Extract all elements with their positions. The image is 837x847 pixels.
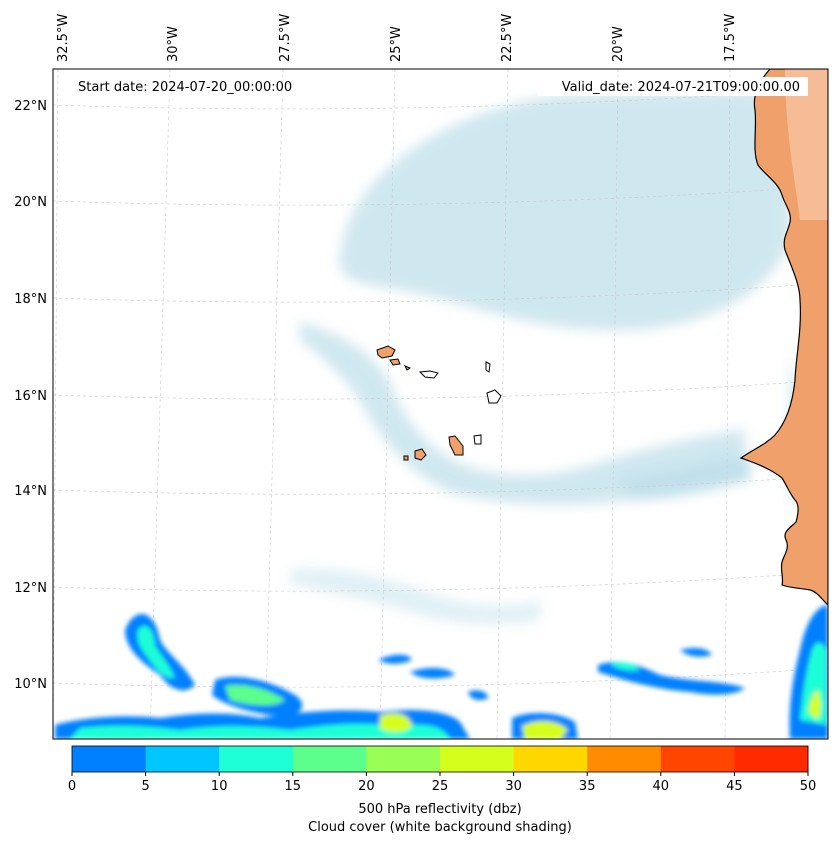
island-sal (485, 361, 491, 373)
cloud-cover-layer (290, 90, 812, 625)
colorbar-segment (145, 746, 220, 772)
reflectivity-band-south-core (70, 723, 450, 739)
colorbar-tick-label: 20 (358, 779, 375, 794)
lon-label: 22.5°W (500, 14, 515, 62)
colorbar-tick-label: 15 (285, 779, 302, 794)
island-fogo (414, 448, 427, 461)
lat-label: 22°N (14, 99, 47, 114)
reflectivity-small-3 (468, 690, 488, 700)
valid-date-label: Valid_date: 2024-07-21T09:00:00.00 (562, 80, 800, 95)
longitude-labels: 32.5°W 30°W 27.5°W 25°W 22.5°W 20°W 17.5… (56, 14, 738, 62)
colorbar-segment (660, 746, 735, 772)
lat-label: 16°N (14, 389, 47, 404)
reflectivity-cell-southeast-peak (808, 690, 821, 720)
island-santo-antao (376, 345, 396, 359)
cloud-mass-north (339, 90, 790, 331)
reflectivity-layer (55, 605, 828, 739)
reflectivity-small-4 (680, 647, 712, 657)
cloud-wisps-south (290, 568, 540, 625)
grid-lon-3 (264, 69, 284, 739)
colorbar-tick-label: 25 (432, 779, 449, 794)
grid-lat-4 (53, 379, 828, 400)
grid-lon-4 (379, 69, 396, 739)
lat-label: 10°N (14, 677, 47, 692)
island-santiago (448, 435, 464, 456)
grid-lat-2 (53, 185, 828, 206)
graticule (53, 69, 828, 739)
reflectivity-cell-south-mid-core (522, 721, 568, 739)
lat-label: 14°N (14, 484, 47, 499)
map-frame (52, 68, 829, 740)
colorbar-segment (366, 746, 441, 772)
colorbar-segment (219, 746, 294, 772)
island-sao-nicolau (418, 370, 439, 379)
lat-label: 12°N (14, 581, 47, 596)
colorbar-segment (72, 746, 147, 772)
reflectivity-cell-east-core (610, 662, 640, 671)
colorbar-tick-label: 45 (726, 779, 743, 794)
lat-label: 18°N (14, 292, 47, 307)
grid-lon-5 (496, 69, 509, 739)
lon-label: 27.5°W (278, 14, 293, 62)
lon-label: 17.5°W (723, 14, 738, 62)
lon-label: 25°W (389, 26, 404, 62)
colorbar-segment (734, 746, 809, 772)
colorbar-tick-label: 40 (653, 779, 670, 794)
grid-lon-1 (53, 69, 59, 739)
grid-lat-6 (53, 571, 828, 592)
grid-lat-3 (53, 282, 828, 303)
island-maio (473, 434, 482, 445)
reflectivity-small-1 (378, 654, 412, 664)
grid-lon-7 (724, 69, 731, 739)
colorbar: 0 5 10 15 20 25 30 35 40 45 50 (68, 745, 817, 794)
colorbar-tick-label: 5 (141, 779, 149, 794)
colorbar-segment (587, 746, 662, 772)
colorbar-label-line1: 500 hPa reflectivity (dbz) (358, 802, 521, 817)
island-sao-vicente (389, 358, 401, 366)
grid-lat-1 (53, 87, 828, 110)
valid-date-box (538, 77, 808, 96)
grid-lon-6 (609, 69, 619, 739)
colorbar-tick-label: 30 (505, 779, 522, 794)
reflectivity-cell-central-core (225, 684, 285, 706)
grid-lat-7 (53, 667, 828, 688)
reflectivity-small-2 (410, 668, 455, 679)
cape-verde-islands (376, 345, 502, 461)
lon-label: 30°W (166, 26, 181, 62)
colorbar-tick-label: 50 (800, 779, 817, 794)
colorbar-segment (292, 746, 367, 772)
lon-label: 20°W (611, 26, 626, 62)
lon-label: 32.5°W (56, 14, 71, 62)
island-brava (403, 455, 409, 461)
colorbar-segment (440, 746, 515, 772)
colorbar-label-line2: Cloud cover (white background shading) (308, 820, 572, 835)
cloud-band-east (620, 455, 750, 500)
colorbar-tick-label: 0 (68, 779, 76, 794)
island-santa-luzia (403, 365, 412, 371)
reflectivity-cell-west-core (137, 625, 175, 679)
colorbar-segment (513, 746, 588, 772)
start-date-label: Start date: 2024-07-20_00:00:00 (78, 80, 292, 95)
lat-label: 20°N (14, 195, 47, 210)
latitude-labels: 22°N 20°N 18°N 16°N 14°N 12°N 10°N (14, 99, 47, 692)
africa-desert-pale (785, 69, 828, 220)
colorbar-tick-label: 35 (579, 779, 596, 794)
reflectivity-cell-central-peak (380, 713, 412, 733)
colorbar-tick-label: 10 (211, 779, 228, 794)
grid-lat-5 (53, 475, 828, 495)
island-boa-vista (486, 389, 502, 404)
start-date-box (72, 77, 307, 96)
cloud-plume-islands (300, 322, 745, 505)
